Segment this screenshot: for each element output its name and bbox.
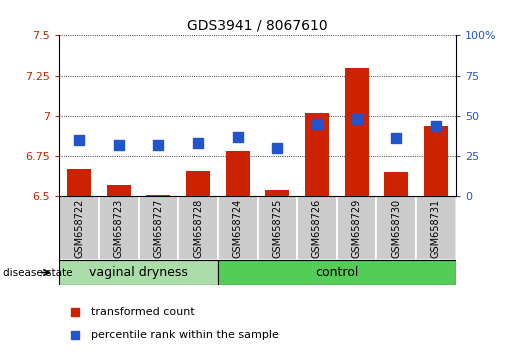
Point: [233, 134, 242, 140]
Point: [114, 142, 123, 148]
Text: control: control: [315, 266, 358, 279]
Bar: [416, 196, 456, 260]
Bar: [424, 126, 448, 196]
Bar: [218, 260, 456, 285]
Text: percentile rank within the sample: percentile rank within the sample: [91, 330, 279, 341]
Bar: [258, 196, 297, 260]
Bar: [178, 196, 218, 260]
Point: [71, 333, 79, 338]
Bar: [67, 169, 91, 196]
Text: vaginal dryness: vaginal dryness: [89, 266, 188, 279]
Text: GSM658727: GSM658727: [153, 198, 163, 258]
Text: GSM658722: GSM658722: [74, 198, 84, 258]
Bar: [265, 190, 289, 196]
Point: [352, 116, 360, 122]
Text: GSM658723: GSM658723: [114, 198, 124, 258]
Text: disease state: disease state: [3, 268, 72, 278]
Bar: [218, 196, 258, 260]
Bar: [107, 185, 131, 196]
Point: [392, 136, 401, 141]
Point: [71, 309, 79, 315]
Bar: [59, 260, 218, 285]
Bar: [297, 196, 337, 260]
Point: [194, 141, 202, 146]
Bar: [305, 113, 329, 196]
Text: GSM658731: GSM658731: [431, 198, 441, 257]
Text: GSM658730: GSM658730: [391, 198, 401, 257]
Text: GSM658725: GSM658725: [272, 198, 282, 258]
Text: GSM658729: GSM658729: [352, 198, 362, 258]
Point: [313, 121, 321, 127]
Point: [75, 137, 83, 143]
Bar: [384, 172, 408, 196]
Bar: [99, 196, 139, 260]
Bar: [337, 196, 376, 260]
Bar: [345, 68, 369, 196]
Bar: [146, 195, 170, 196]
Title: GDS3941 / 8067610: GDS3941 / 8067610: [187, 19, 328, 33]
Text: GSM658726: GSM658726: [312, 198, 322, 258]
Text: GSM658728: GSM658728: [193, 198, 203, 258]
Point: [432, 123, 440, 129]
Text: transformed count: transformed count: [91, 307, 195, 318]
Point: [154, 142, 162, 148]
Point: [273, 145, 281, 151]
Bar: [376, 196, 416, 260]
Text: GSM658724: GSM658724: [233, 198, 243, 258]
Bar: [139, 196, 178, 260]
Bar: [59, 196, 99, 260]
Bar: [226, 152, 250, 196]
Bar: [186, 171, 210, 196]
